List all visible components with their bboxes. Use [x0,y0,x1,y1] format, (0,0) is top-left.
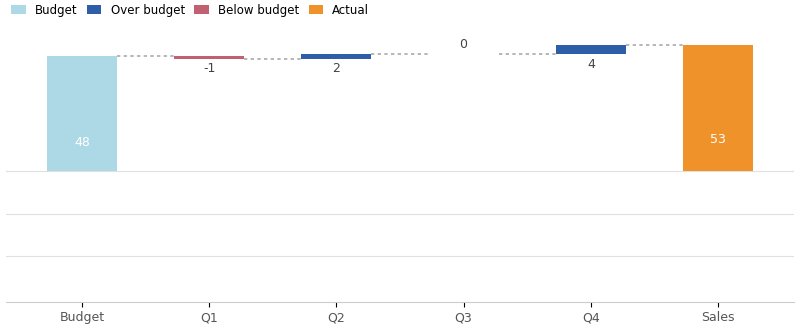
Text: -1: -1 [203,62,215,76]
Bar [302,54,371,59]
Text: 53: 53 [710,133,726,146]
Text: 0: 0 [460,38,468,51]
Legend: Budget, Over budget, Below budget, Actual: Budget, Over budget, Below budget, Actua… [11,4,370,17]
Bar [556,45,626,54]
Text: 48: 48 [74,136,90,149]
Bar [47,56,117,171]
Text: 2: 2 [333,62,340,76]
Text: 4: 4 [587,58,594,71]
Bar [174,56,244,59]
Bar [683,45,753,171]
